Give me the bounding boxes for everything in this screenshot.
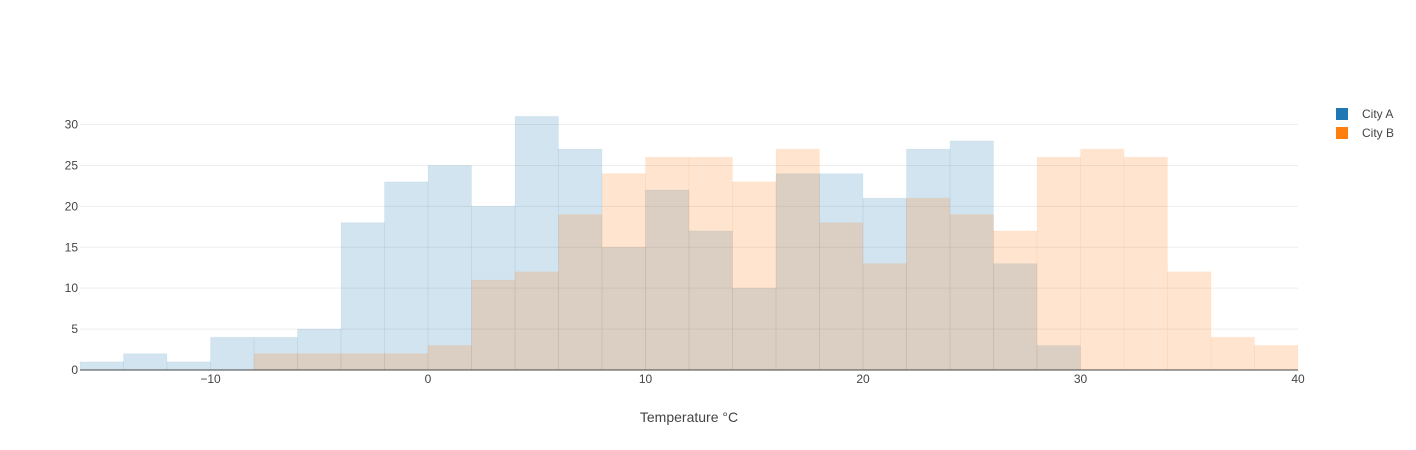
histogram-bar-city-a[interactable]: [949, 140, 994, 371]
histogram-bar-city-b[interactable]: [1036, 156, 1081, 371]
histogram-bar-city-b[interactable]: [993, 230, 1038, 371]
legend-swatch: [1336, 127, 1348, 139]
histogram-bar-city-a[interactable]: [862, 197, 907, 371]
histogram-bar-city-a[interactable]: [123, 353, 168, 371]
x-tick-label: 40: [1291, 372, 1305, 386]
histogram-bar-city-a[interactable]: [384, 181, 429, 371]
y-tick-label: 30: [65, 118, 79, 132]
legend-label: City B: [1362, 126, 1394, 140]
histogram-bar-city-a[interactable]: [166, 361, 211, 371]
histogram-bar-city-a[interactable]: [340, 222, 385, 371]
histogram-bars: [79, 115, 1299, 371]
histogram-bar-city-a[interactable]: [775, 173, 820, 371]
histogram-bar-city-a[interactable]: [471, 205, 516, 371]
histogram-bar-city-b[interactable]: [688, 156, 733, 371]
legend-item-city-a[interactable]: City A: [1336, 107, 1393, 121]
histogram-bar-city-b[interactable]: [384, 353, 429, 371]
x-tick-label: 20: [856, 372, 870, 386]
histogram-bar-city-b[interactable]: [732, 181, 777, 371]
histogram-bar-city-b[interactable]: [427, 344, 472, 371]
histogram-bar-city-a[interactable]: [688, 230, 733, 371]
histogram-bar-city-b[interactable]: [558, 214, 603, 371]
y-tick-label: 20: [65, 199, 79, 213]
x-tick-label: −10: [200, 372, 221, 386]
y-tick-label: 10: [65, 281, 79, 295]
histogram-bar-city-b[interactable]: [1210, 336, 1255, 371]
histogram-bar-city-a[interactable]: [906, 148, 951, 371]
x-axis-title: Temperature °C: [640, 409, 738, 425]
histogram-bar-city-b[interactable]: [906, 197, 951, 371]
histogram-bar-city-b[interactable]: [949, 214, 994, 371]
histogram-bar-city-b[interactable]: [471, 279, 516, 371]
y-tick-label: 5: [71, 322, 78, 336]
histogram-bar-city-b[interactable]: [601, 173, 646, 371]
histogram-bar-city-b[interactable]: [1254, 344, 1299, 371]
histogram-bar-city-b[interactable]: [253, 353, 298, 371]
histogram-bar-city-a[interactable]: [601, 246, 646, 371]
axes: 0 5 10 15 20 25 30 −10 0 10 20 30 40: [65, 118, 1305, 386]
histogram-bar-city-b[interactable]: [819, 222, 864, 371]
histogram-bar-city-b[interactable]: [340, 353, 385, 371]
histogram-bar-city-b[interactable]: [1167, 271, 1212, 371]
x-tick-label: 30: [1074, 372, 1088, 386]
legend-swatch: [1336, 108, 1348, 120]
histogram-bar-city-b[interactable]: [297, 353, 342, 371]
histogram-bar-city-a[interactable]: [427, 164, 472, 371]
histogram-bar-city-b[interactable]: [645, 156, 690, 371]
histogram-bar-city-b[interactable]: [1080, 148, 1125, 371]
histogram-bar-city-b[interactable]: [775, 148, 820, 371]
histogram-bar-city-b[interactable]: [862, 263, 907, 371]
histogram-bar-city-b[interactable]: [514, 271, 559, 371]
histogram-bar-city-a[interactable]: [514, 115, 559, 371]
grid-lines: [80, 124, 1298, 330]
x-tick-label: 0: [425, 372, 432, 386]
histogram-bar-city-a[interactable]: [558, 148, 603, 371]
legend-item-city-b[interactable]: City B: [1336, 126, 1394, 140]
y-tick-label: 25: [65, 158, 79, 172]
histogram-bar-city-a[interactable]: [993, 263, 1038, 371]
legend[interactable]: City A City B: [1336, 107, 1394, 140]
x-tick-label: 10: [639, 372, 653, 386]
histogram-bar-city-a[interactable]: [297, 328, 342, 371]
y-tick-label: 15: [65, 240, 79, 254]
histogram-bar-city-a[interactable]: [79, 361, 124, 371]
histogram-bar-city-a[interactable]: [210, 336, 255, 371]
legend-label: City A: [1362, 107, 1393, 121]
histogram-bar-city-b[interactable]: [1123, 156, 1168, 371]
histogram-bar-city-a[interactable]: [819, 173, 864, 371]
histogram-bar-city-a[interactable]: [1036, 344, 1081, 371]
histogram-bar-city-a[interactable]: [645, 189, 690, 371]
y-tick-label: 0: [71, 363, 78, 377]
